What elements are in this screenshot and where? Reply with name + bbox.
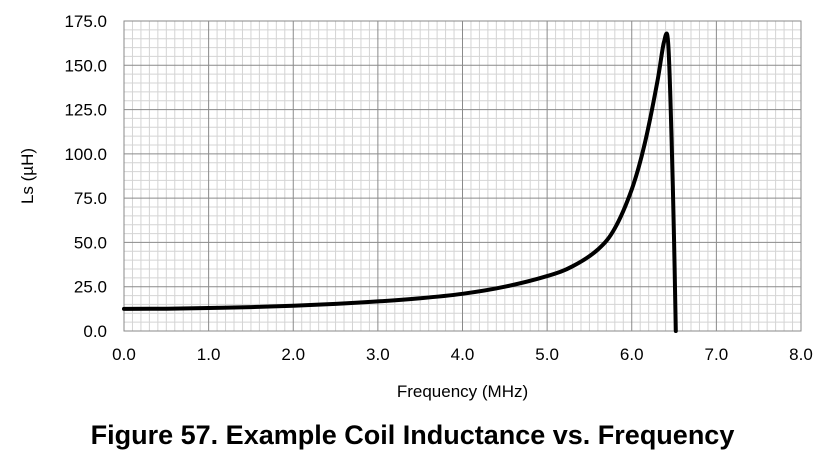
figure-caption: Figure 57. Example Coil Inductance vs. F… [90, 420, 735, 450]
x-tick-label: 7.0 [705, 345, 729, 364]
y-tick-label: 100.0 [64, 145, 107, 164]
y-tick-label: 150.0 [64, 56, 107, 75]
y-tick-label: 50.0 [74, 233, 107, 252]
y-tick-labels: 0.0 25.0 50.0 75.0 100.0 125.0 150.0 175.0 [64, 12, 107, 341]
x-tick-label: 5.0 [535, 345, 559, 364]
x-tick-label: 8.0 [789, 345, 813, 364]
plot-frame [123, 20, 802, 332]
y-tick-label: 75.0 [74, 189, 107, 208]
x-tick-labels: 0.0 1.0 2.0 3.0 4.0 5.0 6.0 7.0 8.0 [112, 345, 813, 364]
inductance-curve [122, 31, 678, 333]
x-tick-label: 1.0 [197, 345, 221, 364]
y-tick-label: 25.0 [74, 278, 107, 297]
x-tick-label: 2.0 [281, 345, 305, 364]
y-tick-label: 0.0 [83, 322, 107, 341]
y-axis-title: Ls (µH) [18, 148, 37, 204]
x-axis-title: Frequency (MHz) [397, 382, 528, 401]
x-tick-label: 4.0 [451, 345, 475, 364]
y-tick-label: 125.0 [64, 101, 107, 120]
x-tick-label: 6.0 [620, 345, 644, 364]
y-tick-label: 175.0 [64, 12, 107, 31]
x-tick-label: 3.0 [366, 345, 390, 364]
x-tick-label: 0.0 [112, 345, 136, 364]
